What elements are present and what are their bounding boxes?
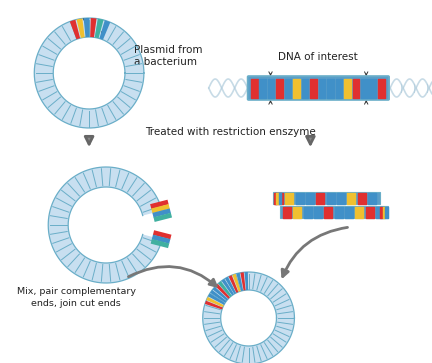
Polygon shape	[203, 272, 295, 363]
Text: DNA of interest: DNA of interest	[279, 52, 358, 62]
FancyBboxPatch shape	[280, 206, 388, 218]
Polygon shape	[236, 273, 243, 291]
Polygon shape	[245, 272, 248, 290]
Text: Treated with restriction enszyme: Treated with restriction enszyme	[145, 127, 316, 137]
Polygon shape	[229, 275, 238, 293]
Polygon shape	[99, 20, 110, 40]
Polygon shape	[70, 20, 80, 39]
Polygon shape	[34, 18, 144, 128]
FancyArrowPatch shape	[128, 266, 216, 286]
FancyBboxPatch shape	[248, 76, 389, 100]
FancyBboxPatch shape	[273, 192, 380, 204]
Polygon shape	[216, 284, 230, 299]
Polygon shape	[232, 274, 241, 292]
Polygon shape	[95, 19, 104, 38]
Polygon shape	[76, 19, 85, 38]
Text: Mix, pair complementary
ends, join cut ends: Mix, pair complementary ends, join cut e…	[17, 287, 136, 308]
Polygon shape	[210, 290, 226, 303]
Polygon shape	[222, 279, 234, 295]
Text: Plasmid from
a bacterium: Plasmid from a bacterium	[134, 45, 203, 66]
Polygon shape	[213, 287, 228, 301]
Polygon shape	[205, 301, 223, 309]
Polygon shape	[84, 18, 89, 37]
Polygon shape	[208, 293, 225, 305]
Polygon shape	[225, 277, 236, 294]
Polygon shape	[218, 281, 232, 297]
Polygon shape	[90, 18, 97, 37]
Polygon shape	[48, 167, 162, 283]
Polygon shape	[206, 297, 224, 307]
Polygon shape	[240, 272, 246, 290]
FancyArrowPatch shape	[282, 227, 347, 277]
